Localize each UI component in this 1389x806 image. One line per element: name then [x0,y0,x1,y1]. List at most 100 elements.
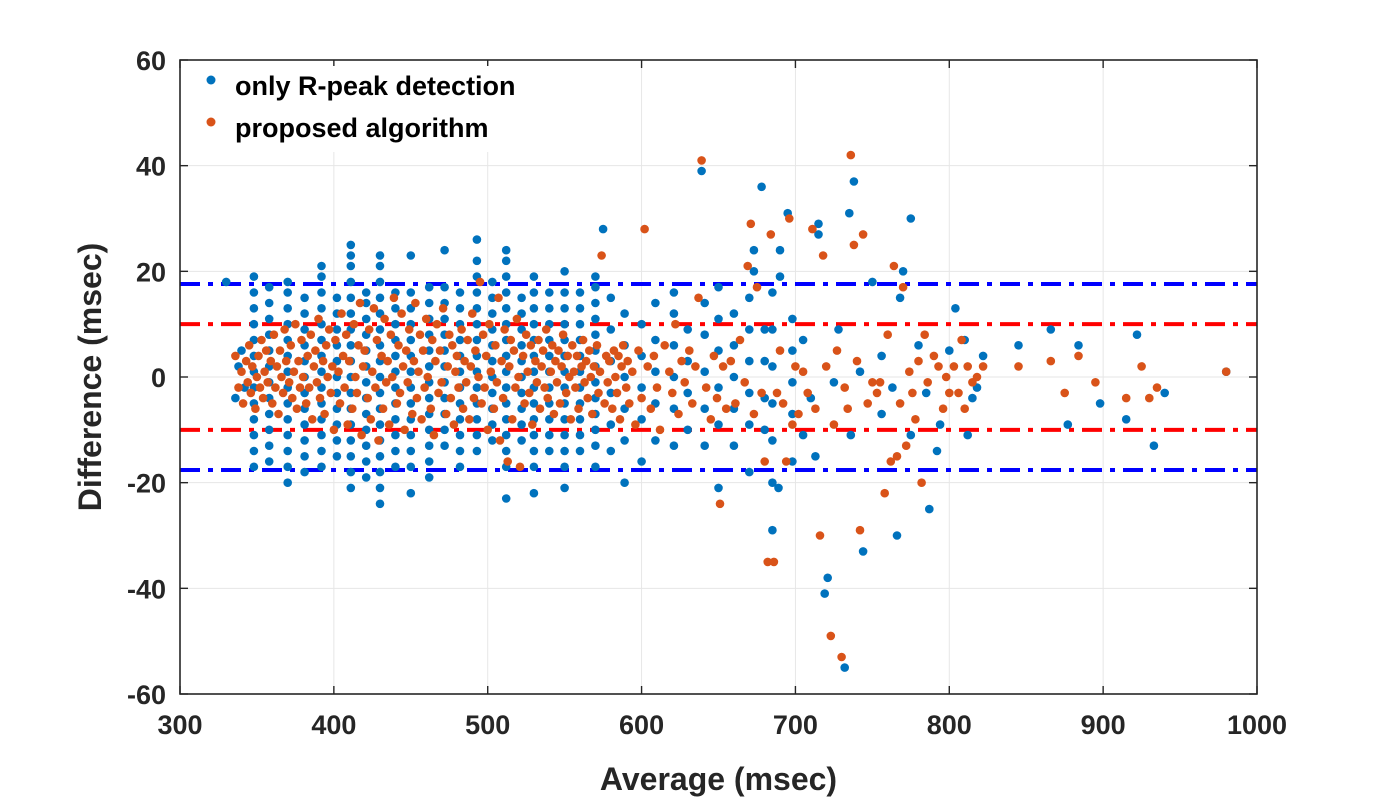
point-proposed [437,378,446,387]
point-r-peak [391,446,400,456]
point-proposed [509,346,519,355]
point-proposed [905,367,914,377]
data-points [221,150,1231,672]
point-proposed [889,261,899,271]
point-r-peak [683,388,692,398]
point-proposed [412,393,422,403]
point-r-peak [575,304,585,313]
point-r-peak [560,430,569,440]
point-proposed [246,388,256,398]
point-r-peak [346,309,356,318]
point-proposed [660,341,669,350]
point-proposed [492,378,502,387]
point-proposed [963,362,972,371]
point-r-peak [697,166,706,176]
point-r-peak [237,346,246,355]
point-proposed [778,399,788,408]
point-r-peak [745,325,754,334]
point-r-peak [283,478,293,488]
point-r-peak [683,356,692,366]
point-r-peak [501,272,511,281]
point-r-peak [455,462,465,472]
point-proposed [366,415,376,424]
point-r-peak [501,304,511,313]
point-r-peak [501,256,511,266]
point-proposed [344,356,354,366]
point-proposed [477,399,486,408]
point-r-peak [591,314,600,324]
point-proposed [368,367,377,377]
axis-ticks: 300 400 500 600 700 800 900 1000 -60 -40 -20 0 20 40 6… [127,46,1287,740]
point-r-peak [591,462,600,472]
point-proposed [665,367,674,377]
point-r-peak [317,367,326,377]
point-proposed [911,415,920,424]
point-proposed [261,346,271,355]
point-proposed [434,388,443,398]
point-proposed [697,156,706,165]
point-r-peak [575,288,585,297]
point-r-peak [560,415,569,424]
point-proposed [354,341,363,350]
point-proposed [489,404,499,414]
point-proposed [735,335,745,345]
point-r-peak [472,415,482,424]
point-proposed [578,335,588,345]
point-r-peak [488,388,497,398]
point-proposed [1074,351,1083,361]
point-proposed [460,356,469,366]
point-r-peak [375,277,385,287]
point-proposed [515,462,525,472]
point-proposed [294,356,303,366]
point-r-peak [775,272,785,281]
point-proposed [668,388,677,398]
point-proposed [337,309,346,318]
point-proposed [843,404,852,414]
point-r-peak [529,430,539,440]
point-r-peak [545,430,554,440]
point-proposed [409,356,419,366]
point-r-peak [346,261,356,271]
point-proposed [883,330,892,340]
point-proposed [863,399,872,408]
point-r-peak [472,430,482,440]
point-proposed [721,404,731,414]
point-proposed [280,325,289,334]
point-r-peak [606,420,616,429]
point-proposed [923,378,932,387]
point-proposed [272,362,282,371]
point-proposed [281,356,291,366]
point-r-peak [264,314,274,324]
point-proposed [1060,388,1069,398]
point-proposed [255,383,265,392]
point-r-peak [361,288,371,297]
point-r-peak [231,393,240,403]
point-proposed [508,415,517,424]
point-proposed [254,351,263,361]
point-proposed [394,341,403,350]
point-r-peak [683,425,692,435]
point-r-peak [760,425,769,435]
point-proposed [234,383,243,392]
point-r-peak [798,335,808,345]
point-r-peak [375,251,385,260]
point-r-peak [651,298,660,308]
point-proposed [369,304,379,313]
point-r-peak [375,452,385,461]
point-r-peak [406,399,416,408]
point-r-peak [637,415,646,424]
point-proposed [1046,356,1056,366]
point-r-peak [300,452,309,461]
point-r-peak [620,309,629,318]
point-r-peak [424,457,434,466]
point-proposed [1121,393,1131,403]
point-r-peak [760,356,769,366]
point-r-peak [877,409,886,419]
point-proposed [718,362,728,371]
point-r-peak [925,504,934,514]
point-proposed [766,230,776,239]
point-proposed [791,362,800,371]
point-r-peak [440,393,449,403]
point-proposed [546,367,556,377]
point-proposed [451,367,460,377]
